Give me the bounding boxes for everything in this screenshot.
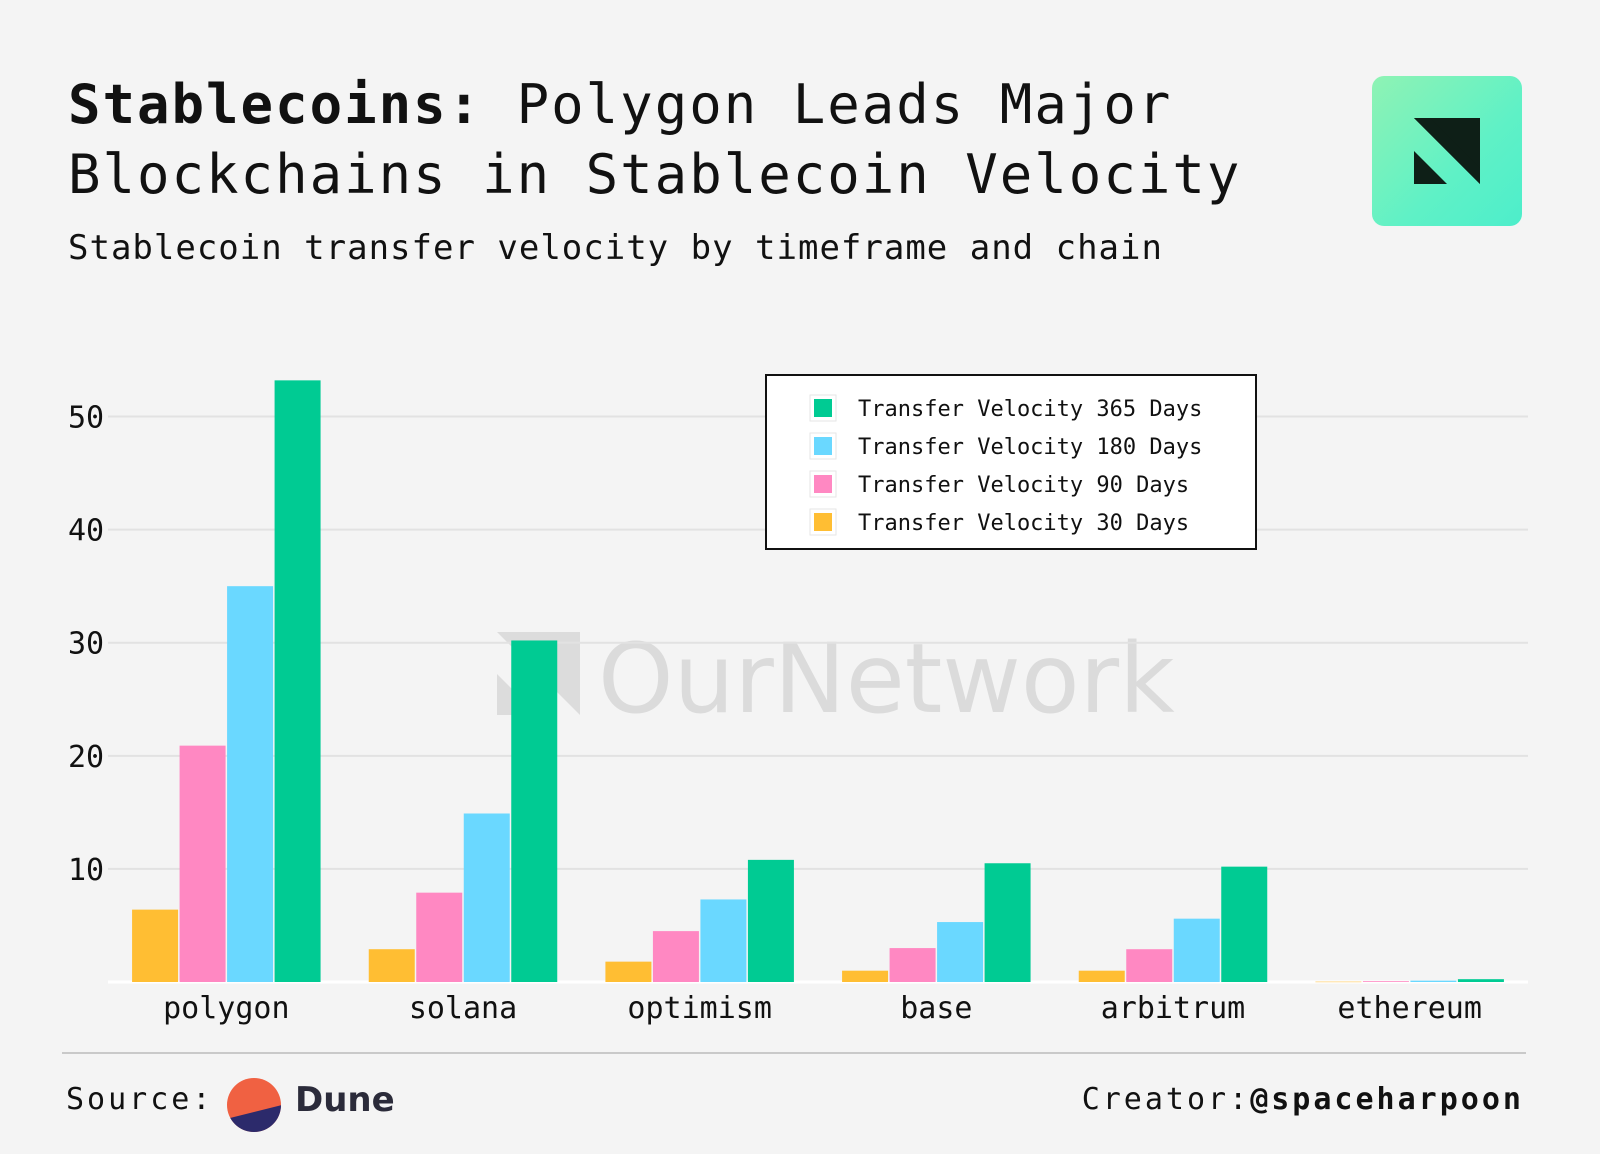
- legend: Transfer Velocity 365 Days Transfer Veloc…: [765, 374, 1257, 550]
- bar: [227, 586, 274, 982]
- legend-swatch: [814, 437, 832, 455]
- bar: [511, 640, 558, 982]
- y-tick-label: 40: [68, 514, 104, 549]
- bar: [1457, 979, 1504, 982]
- bars: [132, 380, 1504, 983]
- dune-logo-icon: [227, 1078, 281, 1132]
- title-rest: Polygon Leads Major Blockchains in Stabl…: [68, 73, 1242, 206]
- creator-credit: Creator:@spaceharpoon: [1082, 1082, 1524, 1117]
- y-tick-label: 20: [68, 740, 104, 775]
- y-tick-label: 10: [68, 853, 104, 888]
- bar: [1315, 981, 1362, 983]
- legend-swatch: [814, 475, 832, 493]
- legend-swatch: [814, 513, 832, 531]
- bar: [1078, 970, 1125, 982]
- legend-label: Transfer Velocity 90 Days: [858, 473, 1189, 498]
- bar: [984, 863, 1031, 982]
- dune-logo-text: Dune: [295, 1080, 395, 1120]
- bar: [1410, 980, 1457, 982]
- footer-divider: [62, 1052, 1526, 1054]
- x-tick-label: optimism: [627, 991, 772, 1026]
- x-tick-label: arbitrum: [1101, 991, 1246, 1026]
- x-tick-label: polygon: [163, 991, 289, 1026]
- bar: [889, 948, 936, 982]
- bar: [842, 970, 889, 982]
- bar: [605, 961, 652, 982]
- bar: [132, 909, 179, 982]
- ournetwork-logo: [1372, 76, 1522, 226]
- x-axis: polygon solana optimism base arbitrum ethereu…: [163, 991, 1482, 1026]
- watermark: OurNetwork: [497, 623, 1175, 735]
- legend-box: [765, 374, 1257, 550]
- ournetwork-logo-icon: [1414, 118, 1480, 184]
- x-tick-label: base: [900, 991, 972, 1026]
- creator-handle: @spaceharpoon: [1250, 1082, 1524, 1117]
- bar: [416, 892, 463, 982]
- y-tick-label: 50: [68, 401, 104, 436]
- bar: [274, 380, 321, 983]
- bar: [700, 899, 747, 982]
- bar: [1173, 918, 1220, 982]
- title-bold: Stablecoins:: [68, 73, 483, 136]
- bar: [368, 949, 415, 982]
- chart-title: Stablecoins: Polygon Leads Major Blockch…: [68, 70, 1308, 210]
- legend-label: Transfer Velocity 180 Days: [858, 435, 1202, 460]
- legend-label: Transfer Velocity 30 Days: [858, 511, 1189, 536]
- bar: [179, 745, 226, 982]
- x-tick-label: solana: [409, 991, 517, 1026]
- bar: [937, 922, 984, 982]
- x-tick-label: ethereum: [1337, 991, 1482, 1026]
- bar: [1362, 981, 1409, 982]
- watermark-text: OurNetwork: [598, 623, 1175, 735]
- bar: [1126, 949, 1173, 982]
- legend-label: Transfer Velocity 365 Days: [858, 397, 1202, 422]
- source-label: Source:: [66, 1082, 214, 1117]
- creator-label: Creator:: [1081, 1082, 1251, 1117]
- chart-subtitle: Stablecoin transfer velocity by timefram…: [68, 228, 1163, 268]
- legend-swatch: [814, 399, 832, 417]
- bar: [652, 931, 699, 982]
- bar: [463, 813, 510, 982]
- bar: [747, 859, 794, 982]
- y-axis: 10 20 30 40 50: [68, 401, 104, 888]
- y-tick-label: 30: [68, 627, 104, 662]
- bar: [1221, 866, 1268, 982]
